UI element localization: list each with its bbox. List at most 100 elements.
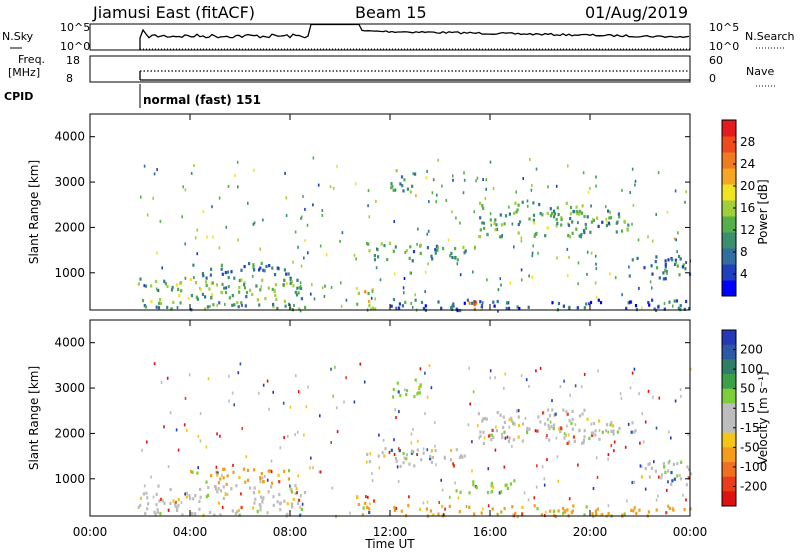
echo-cell <box>209 273 212 277</box>
echo-cell <box>161 266 163 270</box>
echo-cell <box>471 469 473 473</box>
echo-cell <box>611 424 615 428</box>
echo-cell <box>581 211 584 215</box>
echo-cell <box>368 510 371 515</box>
echo-cell <box>155 287 158 291</box>
echo-cell <box>634 304 638 308</box>
echo-cell <box>178 294 181 298</box>
echo-cell <box>225 286 227 290</box>
echo-cell <box>332 394 334 398</box>
echo-cell <box>223 467 226 471</box>
echo-cell <box>647 463 650 467</box>
echo-cell <box>673 237 676 241</box>
echo-cell <box>572 504 575 508</box>
echo-cell <box>399 464 402 468</box>
echo-cell <box>267 490 270 494</box>
echo-cell <box>554 412 557 416</box>
echo-cell <box>673 299 676 303</box>
echo-cell <box>259 476 262 480</box>
echo-cell <box>282 283 285 287</box>
echo-cell <box>431 191 434 195</box>
echo-cell <box>251 292 254 296</box>
echo-cell <box>194 236 197 240</box>
echo-cell <box>427 262 429 266</box>
echo-cell <box>200 288 202 292</box>
echo-cell <box>383 454 386 458</box>
echo-cell <box>518 423 521 427</box>
echo-cell <box>272 503 275 507</box>
echo-cell <box>616 220 619 224</box>
echo-cell <box>296 501 300 506</box>
colorbar-segment <box>722 374 736 390</box>
echo-cell <box>294 491 297 496</box>
echo-cell <box>473 302 476 307</box>
echo-cell <box>292 260 294 264</box>
echo-cell <box>487 434 491 438</box>
echo-cell <box>516 208 519 212</box>
echo-cell <box>371 471 373 475</box>
echo-cell <box>370 307 372 311</box>
power-ylabel: Slant Range [km] <box>27 160 41 264</box>
colorbar-tick-label: 50 <box>740 382 755 396</box>
echo-cell <box>685 498 687 502</box>
echo-cell <box>668 459 671 463</box>
echo-cell <box>467 423 470 427</box>
echo-cell <box>414 378 417 382</box>
echo-cell <box>615 230 618 234</box>
echo-cell <box>610 421 613 425</box>
echo-cell <box>455 216 457 220</box>
echo-cell <box>306 223 309 227</box>
echo-cell <box>540 513 543 517</box>
echo-cell <box>325 253 328 257</box>
echo-cell <box>463 251 466 255</box>
echo-cell <box>364 290 367 294</box>
echo-cell <box>566 412 569 416</box>
echo-cell <box>580 232 583 237</box>
echo-cell <box>382 438 385 442</box>
echo-cell <box>667 469 670 473</box>
echo-cell <box>633 506 636 510</box>
echo-cell <box>373 258 377 262</box>
ytick-label: 4000 <box>54 336 85 350</box>
echo-cell <box>685 261 687 264</box>
echo-cell <box>526 204 529 208</box>
echo-cell <box>580 385 583 389</box>
echo-cell <box>464 249 467 253</box>
colorbar-tick-label: 8 <box>740 245 748 259</box>
freq-tick-bottom: 8 <box>66 72 73 85</box>
echo-cell <box>212 303 215 307</box>
echo-cell <box>508 205 510 209</box>
echo-cell <box>482 430 485 434</box>
echo-cell <box>481 204 484 208</box>
echo-cell <box>177 287 180 291</box>
echo-cell <box>473 300 476 304</box>
echo-cell <box>435 200 437 204</box>
echo-cell <box>494 376 496 380</box>
echo-cell <box>431 257 434 261</box>
echo-cell <box>430 449 433 453</box>
echo-cell <box>683 307 686 311</box>
echo-cell <box>442 513 445 517</box>
echo-cell <box>180 501 183 505</box>
echo-cell <box>503 465 506 469</box>
echo-cell <box>190 511 193 516</box>
echo-cell <box>371 290 374 293</box>
echo-cell <box>380 242 383 246</box>
echo-cell <box>408 462 411 466</box>
echo-cell <box>150 284 153 288</box>
echo-cell <box>521 422 525 426</box>
echo-cell <box>574 384 577 388</box>
echo-cell <box>218 196 221 200</box>
echo-cell <box>155 492 158 496</box>
echo-cell <box>633 430 636 434</box>
echo-cell <box>533 234 536 238</box>
echo-cell <box>643 266 646 270</box>
echo-cell <box>277 473 280 477</box>
echo-cell <box>548 438 551 442</box>
echo-cell <box>283 436 285 440</box>
echo-cell <box>218 246 221 250</box>
echo-cell <box>407 503 410 507</box>
echo-cell <box>475 179 477 183</box>
echo-cell <box>482 441 485 445</box>
echo-cell <box>361 513 364 517</box>
